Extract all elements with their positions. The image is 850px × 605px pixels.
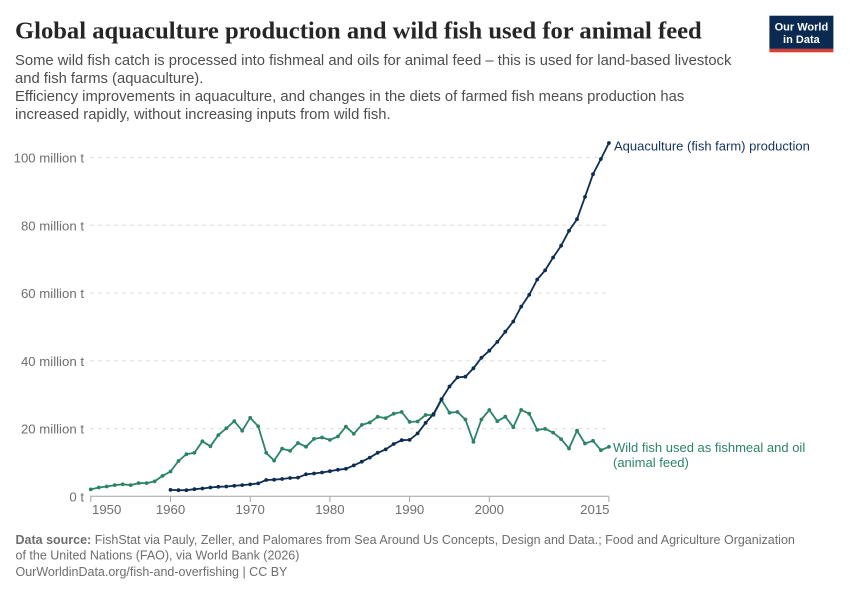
svg-text:Efficiency improvements in aqu: Efficiency improvements in aquaculture, … <box>15 89 684 105</box>
svg-text:1980: 1980 <box>315 502 344 517</box>
svg-text:in Data: in Data <box>783 34 821 46</box>
svg-text:1960: 1960 <box>156 502 185 517</box>
svg-text:1990: 1990 <box>395 502 424 517</box>
svg-text:20 million t: 20 million t <box>21 422 84 437</box>
svg-text:2000: 2000 <box>475 502 504 517</box>
svg-text:Our World: Our World <box>775 21 829 33</box>
svg-text:40 million t: 40 million t <box>21 354 84 369</box>
svg-text:Aquaculture (fish farm) produc: Aquaculture (fish farm) production <box>614 139 810 154</box>
svg-text:1950: 1950 <box>92 502 121 517</box>
svg-text:increased rapidly, without inc: increased rapidly, without increasing in… <box>15 107 391 123</box>
svg-text:Wild fish used as fishmeal and: Wild fish used as fishmeal and oil <box>613 440 805 455</box>
svg-text:1970: 1970 <box>236 502 265 517</box>
svg-text:(animal feed): (animal feed) <box>613 455 689 470</box>
svg-text:Data source: FishStat via Paul: Data source: FishStat via Pauly, Zeller,… <box>16 533 795 547</box>
svg-text:60 million t: 60 million t <box>21 286 84 301</box>
svg-text:2015: 2015 <box>580 502 609 517</box>
svg-text:0 t: 0 t <box>69 489 84 504</box>
svg-text:100 million t: 100 million t <box>14 151 85 166</box>
svg-text:Some wild fish catch is proces: Some wild fish catch is processed into f… <box>15 53 732 69</box>
svg-text:80 million t: 80 million t <box>21 218 84 233</box>
svg-text:and fish farms (aquaculture).: and fish farms (aquaculture). <box>15 71 203 87</box>
svg-text:of the United Nations (FAO), v: of the United Nations (FAO), via World B… <box>16 549 300 563</box>
svg-text:OurWorldinData.org/fish-and-ov: OurWorldinData.org/fish-and-overfishing … <box>16 565 289 579</box>
svg-text:Global aquaculture production: Global aquaculture production and wild f… <box>15 17 702 44</box>
